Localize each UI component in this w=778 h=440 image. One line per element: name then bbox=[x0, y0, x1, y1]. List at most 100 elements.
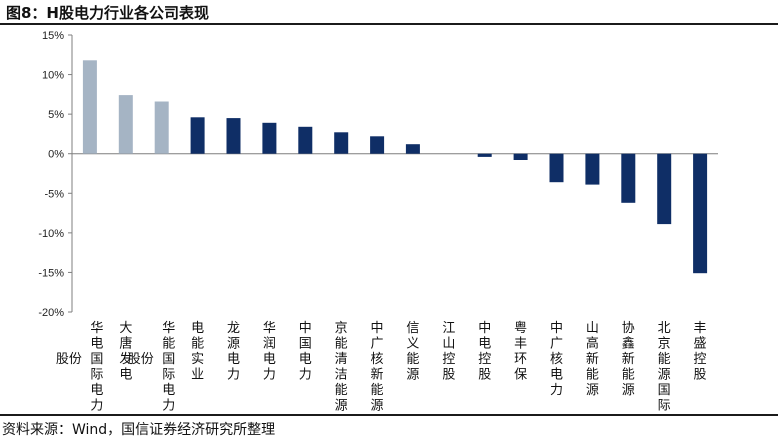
category-label-char: 龙 bbox=[227, 321, 240, 336]
category-label-char: 广 bbox=[371, 337, 384, 352]
bar bbox=[477, 153, 492, 157]
category-label-char: 粤 bbox=[514, 320, 527, 336]
y-tick-label: -20% bbox=[38, 307, 64, 319]
bar bbox=[226, 118, 241, 154]
category-label-char: 股 bbox=[694, 368, 707, 383]
category-label-char: 能 bbox=[335, 383, 348, 398]
category-label-char: 能 bbox=[335, 337, 348, 352]
bar bbox=[262, 122, 277, 154]
chart-axes: 15% 10% 5% 0% -5% -10% -15% -20% bbox=[38, 30, 718, 319]
category-label-char: 洁 bbox=[335, 368, 348, 383]
bar bbox=[585, 153, 600, 185]
category-label-char: 控 bbox=[478, 352, 491, 367]
category-label-char: 江 bbox=[442, 321, 455, 336]
category-label-char: 电 bbox=[299, 352, 312, 367]
category-label-char: 电 bbox=[263, 352, 276, 367]
category-label-char: 清 bbox=[335, 352, 348, 367]
category-label-char: 润 bbox=[263, 337, 276, 352]
category-label-char: 源 bbox=[227, 337, 240, 352]
category-label-char: 控 bbox=[442, 352, 455, 367]
y-tick-label: 5% bbox=[48, 109, 64, 121]
category-label-char: 源 bbox=[622, 383, 635, 398]
category-label-char: 协 bbox=[622, 321, 635, 336]
category-label-char: 控 bbox=[694, 352, 707, 367]
category-label-char: 中 bbox=[478, 321, 491, 336]
category-label-char: 能 bbox=[586, 368, 599, 383]
bar bbox=[82, 60, 97, 154]
category-label-char: 山 bbox=[442, 337, 455, 352]
y-tick-label: 0% bbox=[48, 149, 64, 161]
category-label-char: 股 bbox=[478, 368, 491, 383]
category-label-char: 核 bbox=[371, 352, 384, 367]
category-label-char: 中 bbox=[299, 321, 312, 336]
category-label-char: 保 bbox=[514, 368, 527, 383]
bar bbox=[370, 136, 385, 154]
category-label-char: 源 bbox=[658, 368, 671, 383]
category-label-char: 义 bbox=[406, 337, 419, 352]
category-label-char: 华 bbox=[162, 321, 175, 336]
category-label-char: 力 bbox=[550, 383, 563, 398]
category-label-char: 广 bbox=[550, 337, 563, 352]
category-label-char: 能 bbox=[162, 337, 175, 352]
category-label-char: 际 bbox=[658, 399, 671, 414]
category-label-char: 际 bbox=[90, 368, 103, 383]
category-label-char: 源 bbox=[406, 368, 419, 383]
category-labels: 华电国际电力股份大唐发电华能国际电力股份电能实业龙源电力华润电力中国电力京能清洁… bbox=[56, 320, 707, 414]
category-label-suffix: 股份 bbox=[128, 352, 154, 367]
title-rule bbox=[0, 23, 778, 25]
category-label-char: 高 bbox=[586, 336, 599, 352]
bar bbox=[190, 117, 205, 154]
y-tick-label: 10% bbox=[42, 70, 64, 82]
bar bbox=[118, 95, 133, 154]
category-label-char: 电 bbox=[90, 383, 103, 398]
category-label-char: 能 bbox=[622, 368, 635, 383]
source-note: 资料来源：Wind，国信证券经济研究所整理 bbox=[2, 422, 276, 438]
chart-title: 图8：H股电力行业各公司表现 bbox=[6, 4, 209, 22]
category-label-char: 电 bbox=[550, 368, 563, 383]
category-label-char: 唐 bbox=[119, 336, 132, 352]
category-label-char: 新 bbox=[586, 351, 599, 367]
category-label-char: 发 bbox=[119, 351, 132, 367]
bar bbox=[405, 144, 420, 154]
bar bbox=[513, 153, 528, 160]
y-tick-label: -15% bbox=[38, 267, 64, 279]
category-label-char: 能 bbox=[191, 337, 204, 352]
category-label-char: 电 bbox=[119, 368, 132, 383]
bar bbox=[154, 101, 169, 154]
category-label-char: 国 bbox=[299, 337, 312, 352]
y-tick-label: -5% bbox=[44, 188, 64, 200]
y-tick-label: -10% bbox=[38, 228, 64, 240]
bar bbox=[334, 132, 349, 154]
category-label-char: 能 bbox=[371, 383, 384, 398]
category-label-char: 新 bbox=[371, 367, 384, 383]
category-label-char: 大 bbox=[119, 321, 132, 336]
category-label-char: 丰 bbox=[514, 337, 527, 352]
category-label-char: 中 bbox=[371, 321, 384, 336]
category-label-char: 力 bbox=[227, 368, 240, 383]
bar bbox=[693, 153, 708, 274]
category-label-char: 力 bbox=[90, 399, 103, 414]
category-label-char: 京 bbox=[658, 337, 671, 352]
category-label-char: 实 bbox=[191, 352, 204, 367]
category-label-char: 京 bbox=[335, 321, 348, 336]
category-label-char: 力 bbox=[263, 368, 276, 383]
category-label-char: 核 bbox=[550, 352, 563, 367]
category-label-char: 电 bbox=[478, 337, 491, 352]
category-label-char: 国 bbox=[162, 352, 175, 367]
category-label-char: 环 bbox=[514, 352, 527, 367]
category-label-char: 电 bbox=[191, 321, 204, 336]
category-label-char: 中 bbox=[550, 321, 563, 336]
